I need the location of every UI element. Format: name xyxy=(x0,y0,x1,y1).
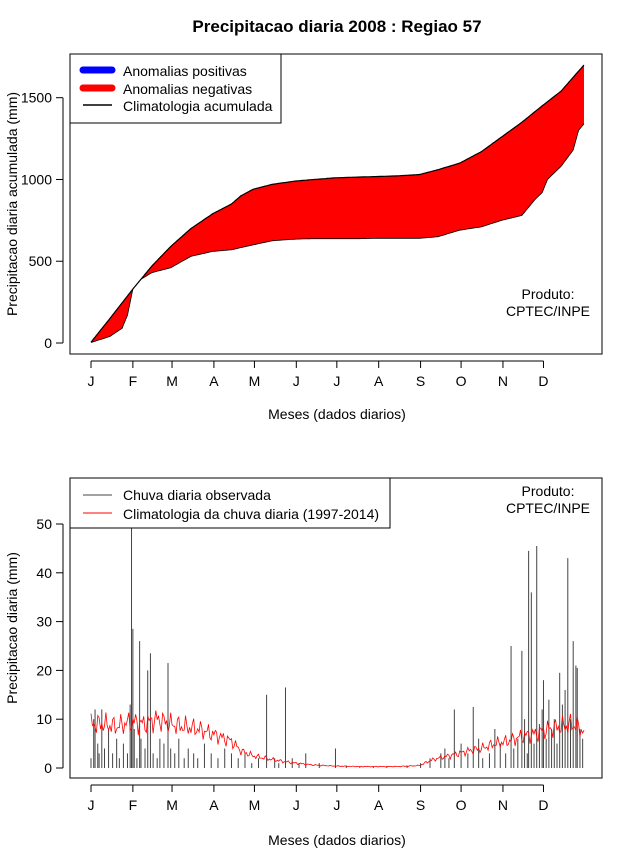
x-axis-label: Meses (dados diarios) xyxy=(268,406,406,422)
x-tick-label: O xyxy=(456,797,467,813)
y-axis-label: Precipitacao diaria (mm) xyxy=(4,552,20,704)
legend-label-observed: Chuva diaria observada xyxy=(123,487,271,503)
y-tick-label: 0 xyxy=(44,760,52,776)
legend-label-climatology: Climatologia acumulada xyxy=(123,98,273,114)
y-tick-label: 50 xyxy=(36,516,52,532)
x-tick-label: A xyxy=(374,797,384,813)
x-tick-label: S xyxy=(416,373,425,389)
x-tick-label: F xyxy=(129,797,138,813)
x-tick-label: J xyxy=(333,373,340,389)
legend-label-climatology: Climatologia da chuva diaria (1997-2014) xyxy=(123,506,379,522)
x-tick-label: M xyxy=(166,797,178,813)
observed-cumulative-line xyxy=(90,123,585,343)
x-tick-label: A xyxy=(374,373,384,389)
x-tick-label: N xyxy=(498,373,508,389)
cumulative-chart: 0 500 1000 1500 J F M A M J J A S O N D Meses (dados d… xyxy=(4,53,603,422)
y-axis-label: Precipitacao diaria acumulada (mm) xyxy=(4,92,20,316)
plot-frame xyxy=(69,53,603,355)
product-label: Produto: xyxy=(522,483,575,499)
product-source: CPTEC/INPE xyxy=(506,500,590,516)
y-axis: 0 500 1000 1500 xyxy=(21,90,64,351)
chart-title: Precipitacao diaria 2008 : Regiao 57 xyxy=(192,17,481,36)
x-tick-label: N xyxy=(498,797,508,813)
legend-box xyxy=(69,477,391,529)
x-tick-label: J xyxy=(293,373,300,389)
climatology-cumulative-line xyxy=(90,64,585,343)
y-tick-label: 20 xyxy=(36,662,52,678)
legend-label-negative: Anomalias negativas xyxy=(123,81,252,97)
product-label: Produto: xyxy=(522,286,575,302)
y-tick-label: 1500 xyxy=(21,90,52,106)
x-tick-label: D xyxy=(538,797,548,813)
x-tick-label: M xyxy=(249,373,261,389)
y-tick-label: 10 xyxy=(36,711,52,727)
x-tick-label: F xyxy=(129,373,138,389)
x-tick-label: O xyxy=(456,373,467,389)
x-tick-label: J xyxy=(88,373,95,389)
x-tick-label: A xyxy=(209,797,219,813)
y-tick-label: 30 xyxy=(36,614,52,630)
x-tick-label: J xyxy=(293,797,300,813)
y-tick-label: 40 xyxy=(36,565,52,581)
x-tick-label: A xyxy=(209,373,219,389)
legend: Chuva diaria observada Climatologia da c… xyxy=(69,477,391,529)
legend: Anomalias positivas Anomalias negativas … xyxy=(69,53,282,124)
x-tick-label: J xyxy=(88,797,95,813)
y-tick-label: 1000 xyxy=(21,171,52,187)
negative-anomaly-area xyxy=(91,65,584,343)
product-source: CPTEC/INPE xyxy=(506,303,590,319)
daily-chart: 0 10 20 30 40 50 J F M A M J J A S O N D Meses (dados di… xyxy=(4,477,603,848)
x-tick-label: M xyxy=(166,373,178,389)
legend-label-positive: Anomalias positivas xyxy=(123,63,247,79)
x-axis-label: Meses (dados diarios) xyxy=(268,832,406,848)
x-tick-label: S xyxy=(416,797,425,813)
x-tick-label: J xyxy=(333,797,340,813)
x-tick-label: M xyxy=(249,797,261,813)
x-tick-label: D xyxy=(538,373,548,389)
y-tick-label: 0 xyxy=(44,335,52,351)
y-tick-label: 500 xyxy=(29,253,53,269)
climatology-daily-line xyxy=(90,710,585,768)
y-axis: 0 10 20 30 40 50 xyxy=(36,516,64,776)
